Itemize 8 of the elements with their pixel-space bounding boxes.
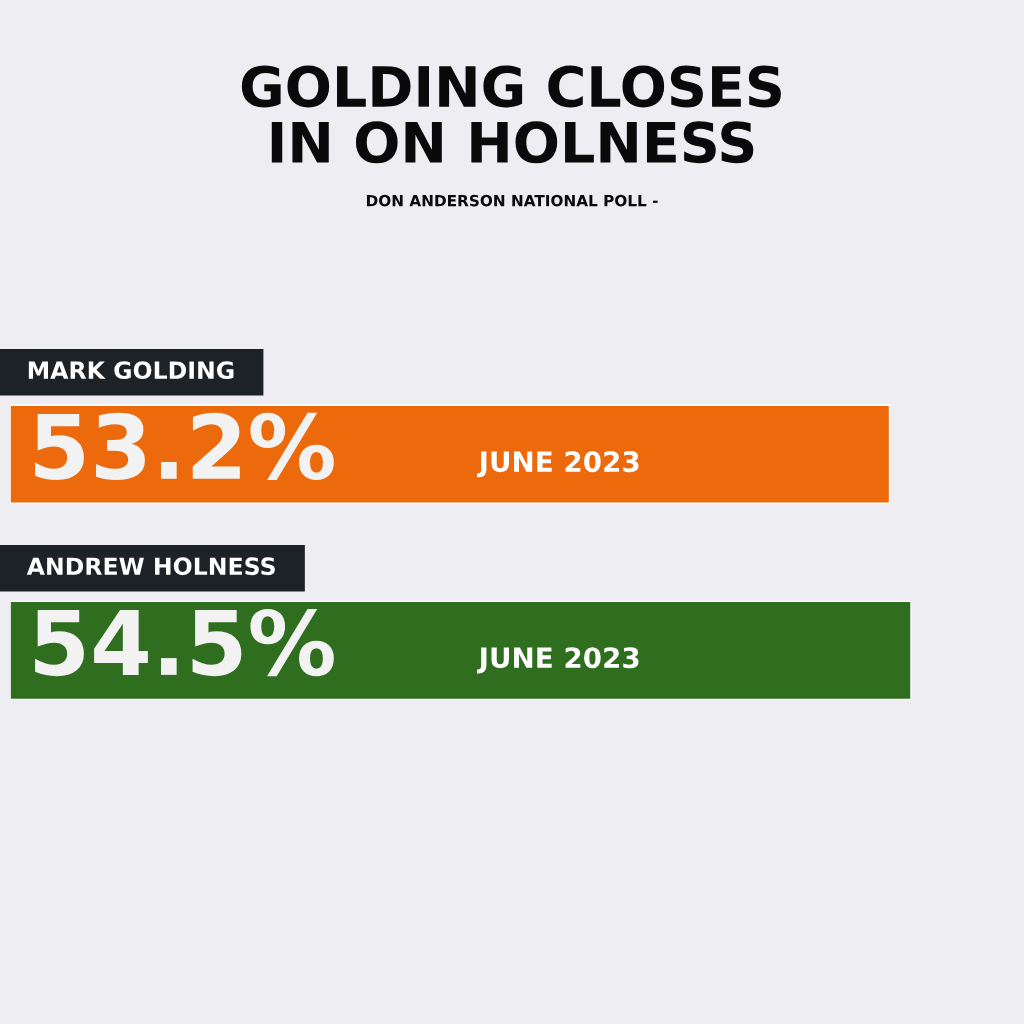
chart-subtitle: DON ANDERSON NATIONAL POLL - <box>366 194 658 207</box>
data-label: 53.2% <box>35 412 334 481</box>
annotation: JUNE 2023 <box>477 647 639 674</box>
annotation: JUNE 2023 <box>477 451 639 478</box>
y-tick-label: MARK GOLDING <box>28 361 234 380</box>
data-label: 54.5% <box>35 608 334 677</box>
chart-title: GOLDING CLOSES IN ON HOLNESS <box>241 65 781 164</box>
y-tick-label: ANDREW HOLNESS <box>26 557 275 576</box>
